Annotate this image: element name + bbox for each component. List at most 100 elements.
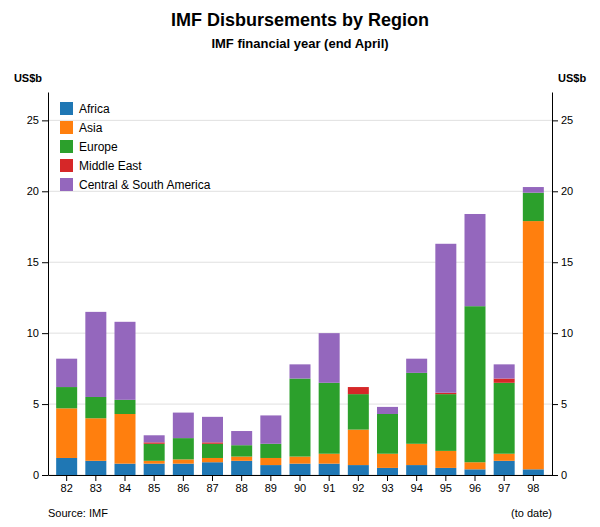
tick-mark — [42, 191, 48, 192]
tick-mark — [358, 475, 359, 481]
legend-item: Africa — [60, 102, 110, 116]
tick-mark — [270, 475, 271, 481]
tick: 88 — [236, 475, 248, 494]
bar — [435, 394, 456, 451]
annotation: Source: IMF — [48, 507, 108, 519]
tick-mark — [42, 262, 48, 263]
tick-mark — [183, 475, 184, 481]
bar — [348, 394, 369, 429]
bar — [202, 458, 223, 462]
tick: 92 — [352, 475, 364, 494]
tick-mark — [300, 475, 301, 481]
bar — [260, 458, 281, 465]
bar — [406, 359, 427, 373]
tick-mark — [445, 475, 446, 481]
tick-label: 87 — [206, 482, 218, 494]
tick: 87 — [206, 475, 218, 494]
tick: 20 — [27, 185, 48, 197]
axis-line — [552, 93, 553, 476]
bar — [465, 214, 486, 306]
bar — [260, 465, 281, 475]
bar — [348, 387, 369, 394]
tick-mark — [42, 333, 48, 334]
tick-mark — [552, 333, 558, 334]
bar — [85, 461, 106, 475]
tick-mark — [66, 475, 67, 481]
bar — [290, 379, 311, 457]
bar — [319, 454, 340, 464]
tick: 95 — [440, 475, 452, 494]
bar — [202, 442, 223, 443]
bar — [377, 468, 398, 475]
chart: IMF Disbursements by RegionIMF financial… — [0, 0, 600, 527]
bar — [144, 442, 165, 443]
legend-item: Asia — [60, 121, 103, 135]
legend-swatch — [60, 121, 73, 134]
bar — [85, 312, 106, 397]
bar — [144, 464, 165, 475]
legend-swatch — [60, 140, 73, 153]
tick: 84 — [119, 475, 131, 494]
bar — [494, 454, 515, 461]
tick-mark — [125, 475, 126, 481]
tick-mark — [212, 475, 213, 481]
tick-label: 0 — [561, 469, 567, 481]
tick: 91 — [323, 475, 335, 494]
tick-label: 98 — [527, 482, 539, 494]
tick: 15 — [27, 256, 48, 268]
bar — [494, 379, 515, 383]
series — [56, 193, 544, 463]
tick-label: 0 — [33, 469, 39, 481]
tick-label: 5 — [33, 398, 39, 410]
tick: 97 — [498, 475, 510, 494]
bar — [56, 458, 77, 475]
bar — [523, 187, 544, 193]
tick-mark — [552, 120, 558, 121]
bar — [144, 461, 165, 464]
tick: 25 — [552, 114, 573, 126]
bar — [231, 431, 252, 445]
tick: 83 — [90, 475, 102, 494]
tick-label: 20 — [561, 185, 573, 197]
tick-label: 83 — [90, 482, 102, 494]
legend-label: Middle East — [79, 159, 142, 173]
tick-label: 25 — [561, 114, 573, 126]
tick: 96 — [469, 475, 481, 494]
tick-label: 15 — [561, 256, 573, 268]
y2-axis-label: US$b — [558, 72, 586, 84]
bar — [290, 457, 311, 464]
tick-mark — [95, 475, 96, 481]
y2-axis: 0510152025 — [552, 93, 573, 482]
tick-label: 91 — [323, 482, 335, 494]
tick-label: 88 — [236, 482, 248, 494]
legend-swatch — [60, 178, 73, 191]
bar — [202, 417, 223, 443]
bar — [115, 322, 136, 400]
grid — [48, 120, 552, 475]
tick-label: 90 — [294, 482, 306, 494]
tick-mark — [552, 404, 558, 405]
bar — [231, 461, 252, 475]
bar — [406, 444, 427, 465]
bar — [465, 469, 486, 475]
tick: 86 — [177, 475, 189, 494]
bar — [494, 383, 515, 454]
bar — [406, 373, 427, 444]
bar — [377, 454, 398, 468]
tick-mark — [475, 475, 476, 481]
bar — [173, 464, 194, 475]
bar — [173, 459, 194, 463]
tick: 10 — [552, 327, 573, 339]
tick: 94 — [411, 475, 423, 494]
bar — [435, 244, 456, 393]
tick: 25 — [27, 114, 48, 126]
title: IMF Disbursements by Region — [171, 10, 429, 30]
bar — [231, 445, 252, 456]
tick-label: 94 — [411, 482, 423, 494]
tick-label: 82 — [61, 482, 73, 494]
legend-label: Europe — [79, 140, 118, 154]
bar — [290, 364, 311, 378]
bar — [348, 430, 369, 465]
bar — [319, 383, 340, 454]
grid-line — [48, 120, 552, 121]
